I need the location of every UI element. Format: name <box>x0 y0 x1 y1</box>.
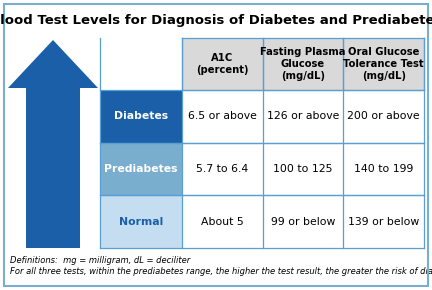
Bar <box>343 143 424 195</box>
Bar <box>182 195 263 248</box>
Text: About 5: About 5 <box>201 217 244 227</box>
Bar <box>263 90 343 143</box>
Bar <box>182 143 263 195</box>
Text: A1C
(percent): A1C (percent) <box>196 53 248 75</box>
Text: 139 or below: 139 or below <box>348 217 419 227</box>
Polygon shape <box>8 40 98 88</box>
Bar <box>26 88 80 248</box>
Text: 100 to 125: 100 to 125 <box>273 164 333 174</box>
Text: Fasting Plasma
Glucose
(mg/dL): Fasting Plasma Glucose (mg/dL) <box>260 47 346 81</box>
Text: 99 or below: 99 or below <box>271 217 335 227</box>
Text: For all three tests, within the prediabetes range, the higher the test result, t: For all three tests, within the prediabe… <box>10 267 432 276</box>
Text: Definitions:  mg = milligram, dL = deciliter: Definitions: mg = milligram, dL = decili… <box>10 256 190 265</box>
Text: 126 or above: 126 or above <box>267 111 339 121</box>
Bar <box>100 90 182 143</box>
Bar <box>263 143 343 195</box>
Text: 200 or above: 200 or above <box>347 111 420 121</box>
Bar <box>182 38 424 90</box>
Text: 6.5 or above: 6.5 or above <box>188 111 257 121</box>
Text: 140 to 199: 140 to 199 <box>354 164 413 174</box>
Bar <box>343 90 424 143</box>
Text: Diabetes: Diabetes <box>114 111 168 121</box>
Bar <box>100 143 182 195</box>
Text: Prediabetes: Prediabetes <box>104 164 178 174</box>
Text: 5.7 to 6.4: 5.7 to 6.4 <box>196 164 248 174</box>
Text: Normal: Normal <box>119 217 163 227</box>
Bar <box>343 195 424 248</box>
Bar <box>182 90 263 143</box>
Text: Oral Glucose
Tolerance Test
(mg/dL): Oral Glucose Tolerance Test (mg/dL) <box>343 47 424 81</box>
Text: Blood Test Levels for Diagnosis of Diabetes and Prediabetes: Blood Test Levels for Diagnosis of Diabe… <box>0 14 432 27</box>
Bar <box>263 195 343 248</box>
Bar <box>100 195 182 248</box>
